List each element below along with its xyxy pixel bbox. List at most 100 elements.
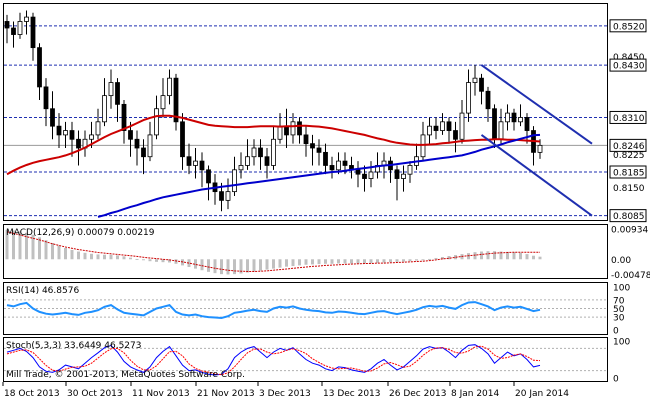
candle-body-80	[524, 117, 530, 131]
candle-body-17	[115, 82, 120, 105]
macd-bar-63	[415, 259, 418, 261]
macd-bar-79	[519, 252, 522, 260]
candle-body-25	[167, 77, 172, 97]
macd-bar-38	[252, 259, 256, 272]
macd-bar-12	[83, 252, 87, 260]
macd-bar-20	[135, 258, 139, 260]
candle-body-5	[37, 47, 42, 88]
macd-bar-29	[194, 259, 197, 269]
time-label-3: 21 Nov 2013	[197, 389, 255, 399]
macd-bar-5	[38, 237, 41, 260]
candle-body-78	[511, 112, 517, 123]
price-label-box-0	[609, 19, 647, 33]
macd-histogram	[5, 229, 542, 275]
price-tick-label-6: 0.8185	[613, 169, 645, 179]
candle-body-55	[362, 173, 367, 179]
candle-body-36	[238, 165, 244, 171]
candle-body-48	[316, 147, 322, 153]
stoch-panel: 100 0 Stoch(5,3,3) 33.6449 46.5273 Mill T…	[3, 337, 630, 385]
candle-body-19	[128, 130, 133, 140]
price-label-box-4	[609, 138, 647, 152]
rsi-polyline	[6, 301, 541, 320]
macd-bar-9	[64, 247, 67, 260]
macd-bar-72	[473, 252, 477, 260]
candle-body-27	[180, 121, 185, 158]
macd-bar-59	[389, 259, 392, 263]
time-label-6: 26 Dec 2013	[389, 389, 447, 399]
macd-bar-40	[265, 259, 269, 270]
macd-bar-15	[103, 254, 106, 260]
candle-body-6	[43, 86, 49, 110]
candle-body-29	[193, 160, 198, 166]
candle-body-43	[284, 125, 289, 136]
macd-bar-67	[441, 257, 444, 260]
candle-body-24	[160, 95, 166, 110]
candle-body-45	[297, 121, 302, 136]
candle-body-73	[479, 77, 484, 92]
macd-bar-28	[187, 259, 191, 268]
candle-body-2	[17, 21, 23, 35]
candle-body-1	[11, 27, 16, 35]
stoch-tick-label-0: 100	[613, 338, 630, 348]
time-axis: 18 Oct 2013 30 Oct 2013 11 Nov 2013 21 Nov …	[2, 382, 569, 399]
macd-bar-3	[25, 232, 28, 260]
macd-bar-80	[525, 254, 529, 260]
macd-bar-21	[142, 259, 145, 261]
candle-body-10	[69, 130, 75, 140]
candle-body-72	[472, 77, 478, 83]
candle-body-65	[427, 125, 432, 136]
candle-body-41	[271, 138, 276, 166]
time-label-5: 13 Dec 2013	[323, 389, 381, 399]
macd-bar-73	[480, 251, 483, 260]
stoch-axis: 100 0	[613, 338, 630, 385]
candle-body-22	[147, 134, 153, 158]
candle-body-44	[290, 121, 296, 136]
trendline-0	[480, 64, 593, 145]
stoch-polyline-1	[6, 345, 541, 376]
candle-body-76	[498, 121, 504, 140]
candle-body-49	[323, 151, 328, 166]
macd-bar-19	[129, 257, 132, 260]
macd-tick-label-1: 0.00	[611, 256, 631, 266]
macd-title: MACD(12,26,9) 0.00079 0.00219	[6, 228, 155, 238]
candle-body-3	[24, 16, 29, 22]
macd-bar-16	[109, 254, 113, 260]
macd-bar-56	[369, 259, 373, 264]
price-label-box-3	[609, 110, 647, 124]
candle-body-23	[154, 108, 159, 136]
macd-bar-78	[512, 252, 516, 260]
candle-body-33	[219, 191, 224, 201]
time-label-1: 30 Oct 2013	[67, 389, 123, 399]
macd-bar-10	[70, 249, 74, 260]
rsi-tick-label-3: 30	[613, 314, 625, 324]
macd-bar-18	[122, 256, 126, 260]
candle-body-7	[50, 108, 55, 127]
macd-bar-65	[428, 258, 431, 260]
candle-body-69	[453, 130, 458, 140]
macd-tick-label-2: -0.00478	[611, 271, 650, 281]
macd-bar-61	[402, 259, 405, 262]
macd-bar-22	[148, 259, 152, 262]
candle-body-39	[258, 147, 263, 158]
macd-bar-62	[408, 259, 412, 262]
rsi-tick-label-1: 70	[613, 296, 625, 306]
candle-body-40	[264, 156, 270, 166]
macd-bar-75	[493, 251, 496, 260]
candle-body-67	[440, 121, 445, 131]
price-tick-label-3: 0.8310	[613, 114, 645, 124]
macd-bar-34	[226, 259, 230, 275]
macd-bar-26	[174, 259, 178, 264]
macd-bar-47	[311, 259, 314, 265]
candle-body-20	[134, 138, 140, 149]
time-label-4: 3 Dec 2013	[259, 389, 311, 399]
macd-bar-6	[44, 240, 48, 260]
time-label-8: 20 Jan 2014	[515, 389, 569, 399]
candle-body-8	[56, 125, 62, 136]
macd-bar-4	[31, 234, 35, 260]
macd-bar-64	[421, 259, 425, 261]
macd-bar-24	[161, 259, 165, 263]
macd-bar-74	[486, 251, 490, 260]
candle-body-61	[401, 173, 406, 179]
